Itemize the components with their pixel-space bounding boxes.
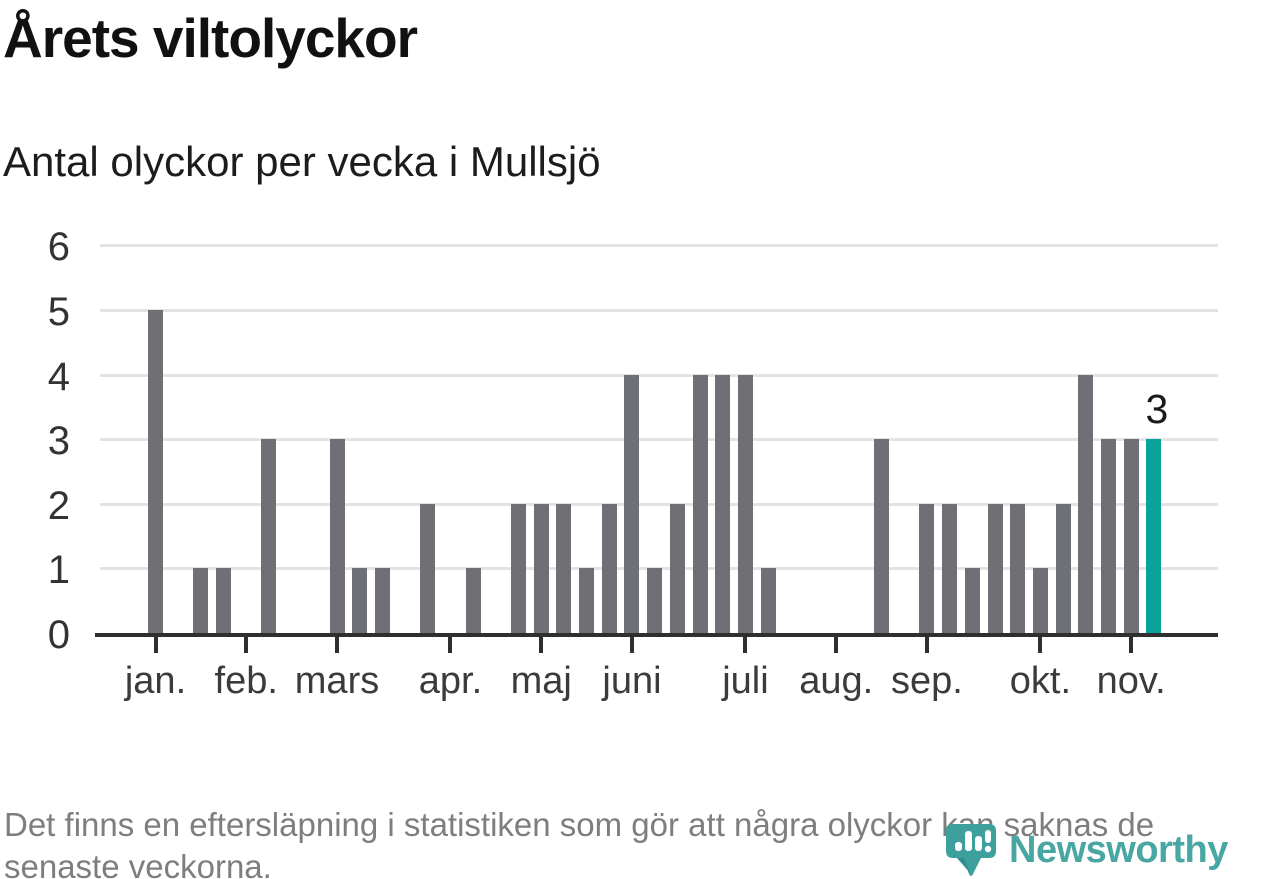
bar-week-42 xyxy=(1078,374,1094,633)
gridline-y2 xyxy=(100,502,1218,506)
x-tick-feb xyxy=(244,637,249,653)
x-axis-label-sep: sep. xyxy=(891,660,963,702)
bar-week-23 xyxy=(647,568,663,633)
bar-week-15 xyxy=(465,568,481,633)
x-tick-juni xyxy=(629,637,634,653)
x-tick-okt xyxy=(1038,637,1043,653)
bar-week-45 xyxy=(1146,439,1162,633)
bar-week-44 xyxy=(1123,439,1139,633)
x-axis-label-jan: jan. xyxy=(124,660,187,702)
bar-week-11 xyxy=(374,568,390,633)
x-axis-label-maj: maj xyxy=(510,660,572,702)
bar-week-19 xyxy=(556,503,572,633)
x-axis-label-aug: aug. xyxy=(799,660,874,702)
bar-week-35 xyxy=(919,503,935,633)
x-axis-line xyxy=(95,633,1218,637)
bar-week-27 xyxy=(737,374,753,633)
bar-week-33 xyxy=(874,439,890,633)
bar-week-20 xyxy=(579,568,595,633)
x-axis-label-mars: mars xyxy=(294,660,380,702)
bar-week-6 xyxy=(261,439,277,633)
bar-week-26 xyxy=(715,374,731,633)
chart-title: Årets viltolyckor xyxy=(3,7,418,69)
bar-week-22 xyxy=(624,374,640,633)
bar-week-17 xyxy=(511,503,527,633)
last-bar-value-label: 3 xyxy=(1145,386,1169,432)
x-tick-jan xyxy=(153,637,158,653)
gridline-y4 xyxy=(100,373,1218,377)
x-tick-apr xyxy=(448,637,453,653)
gridline-y6 xyxy=(100,244,1218,248)
y-axis-label-4: 4 xyxy=(47,354,70,399)
bar-week-13 xyxy=(420,503,436,633)
bar-week-18 xyxy=(533,503,549,633)
gridline-y5 xyxy=(100,309,1218,312)
bar-week-41 xyxy=(1055,503,1071,633)
bar-week-38 xyxy=(987,503,1003,633)
footnote-text: Det finns en eftersläpning i statistiken… xyxy=(4,806,1155,879)
bar-week-4 xyxy=(216,568,232,633)
x-tick-juli xyxy=(743,637,748,653)
x-tick-maj xyxy=(539,637,544,653)
bar-week-37 xyxy=(964,568,980,633)
bar-week-40 xyxy=(1032,568,1048,633)
y-axis-label-2: 2 xyxy=(47,483,70,528)
bar-week-1 xyxy=(148,310,163,633)
x-tick-nov xyxy=(1129,637,1134,653)
chart-subtitle: Antal olyckor per vecka i Mullsjö xyxy=(3,138,601,185)
x-axis-label-juni: juni xyxy=(602,660,662,702)
x-axis-label-feb: feb. xyxy=(214,660,278,702)
y-axis-label-1: 1 xyxy=(47,548,70,593)
y-axis-label-0: 0 xyxy=(47,613,70,657)
x-axis-label-okt: okt. xyxy=(1009,660,1072,702)
bar-week-39 xyxy=(1010,503,1026,633)
gridline-y3 xyxy=(100,438,1218,442)
newsworthy-logo: Newsworthy xyxy=(942,822,1228,878)
x-tick-sep xyxy=(924,637,929,653)
x-tick-mars xyxy=(335,637,340,653)
y-axis-label-6: 6 xyxy=(47,225,70,270)
newsworthy-pin-barchart-icon xyxy=(946,824,996,876)
bar-week-43 xyxy=(1100,439,1116,633)
x-axis-label-nov: nov. xyxy=(1096,660,1166,702)
bar-week-21 xyxy=(601,503,617,633)
y-axis-label-3: 3 xyxy=(47,419,70,464)
y-axis-label-5: 5 xyxy=(47,290,70,334)
newsworthy-wordmark: Newsworthy xyxy=(1009,828,1228,871)
x-axis-label-apr: apr. xyxy=(418,660,483,702)
bar-week-10 xyxy=(352,568,368,633)
bar-week-28 xyxy=(760,568,776,633)
x-axis-label-juli: juli xyxy=(722,660,769,702)
bar-week-25 xyxy=(692,374,708,633)
x-tick-aug xyxy=(834,637,839,653)
bar-week-9 xyxy=(329,439,345,633)
bar-week-36 xyxy=(942,503,958,633)
bar-week-24 xyxy=(669,503,685,633)
bar-week-3 xyxy=(193,568,209,633)
